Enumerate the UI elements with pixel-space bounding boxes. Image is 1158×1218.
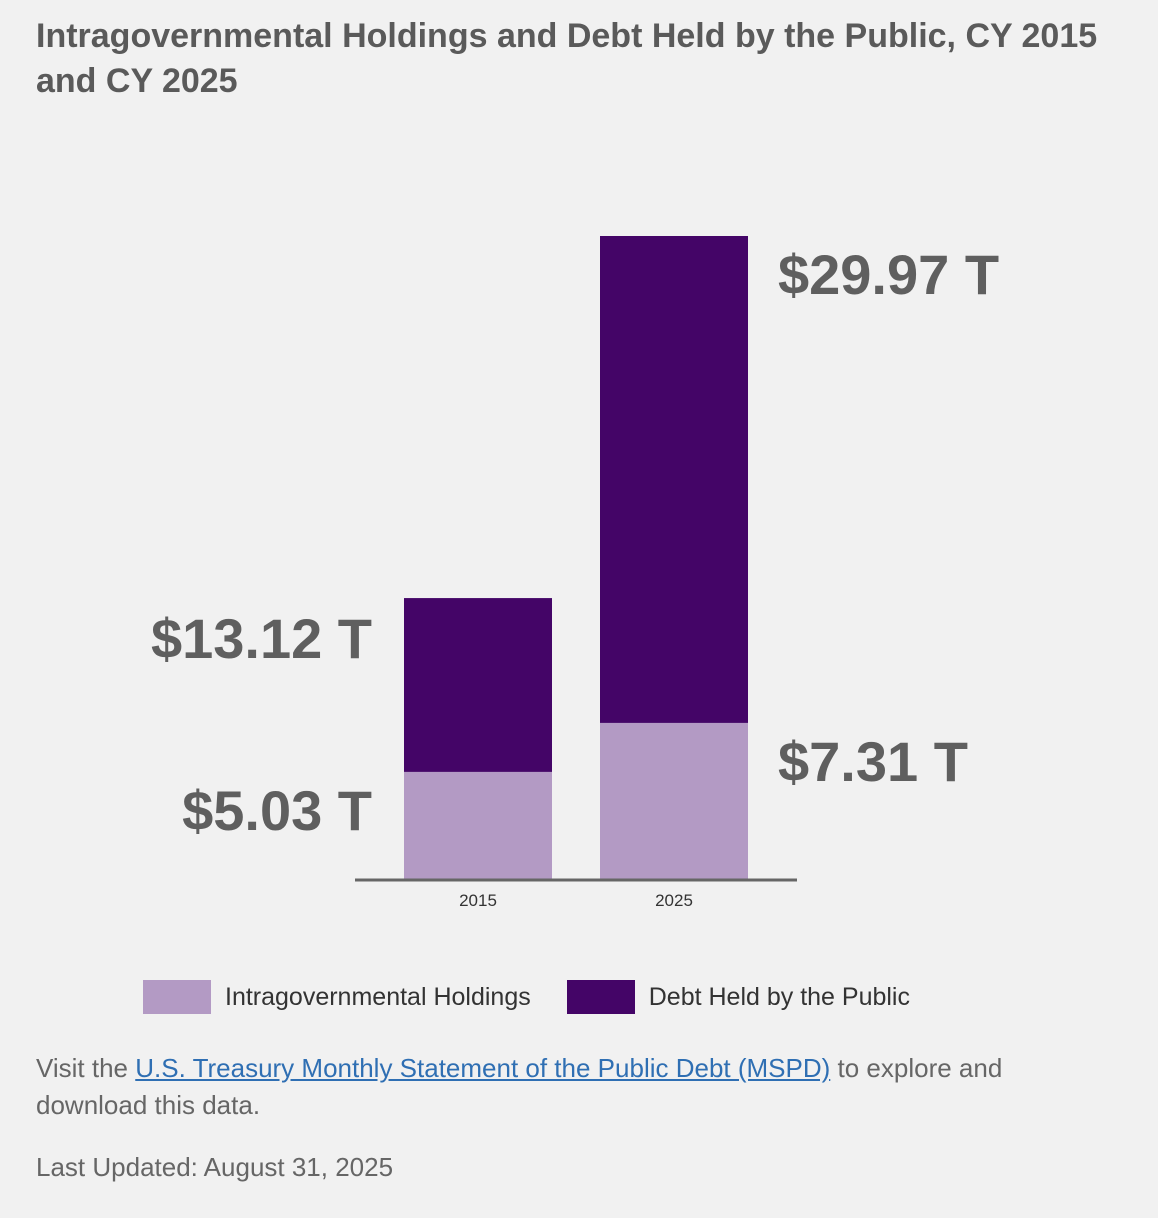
last-updated: Last Updated: August 31, 2025 — [36, 1152, 394, 1182]
stacked-bar-chart: 2015 $13.12 T $5.03 T 2025 $29.97 T $7.31 T — [151, 236, 999, 910]
footer-note: Visit the U.S. Treasury Monthly Statemen… — [36, 1050, 1116, 1124]
bar-public-2015 — [404, 598, 552, 772]
intragovernmental-label-2015: $5.03 T — [182, 779, 372, 842]
x-tick-label-2025: 2025 — [655, 891, 693, 910]
bar-intragovernmental-2025 — [600, 722, 748, 880]
legend-item-intragovernmental[interactable]: Intragovernmental Holdings — [143, 980, 531, 1014]
intragovernmental-label-2025: $7.31 T — [778, 730, 968, 793]
total-label-2015: $13.12 T — [151, 607, 372, 670]
bar-public-2025 — [600, 236, 748, 723]
footer-prefix: Visit the — [36, 1053, 136, 1083]
legend-swatch-public — [566, 980, 635, 1014]
mspd-link[interactable]: U.S. Treasury Monthly Statement of the P… — [135, 1053, 831, 1083]
legend-label-intragovernmental: Intragovernmental Holdings — [225, 982, 531, 1011]
chart-title: Intragovernmental Holdings and Debt Held… — [36, 17, 1098, 100]
x-tick-label-2015: 2015 — [459, 891, 497, 910]
bar-intragovernmental-2015 — [404, 771, 552, 880]
footer-suffix: to explore and download this data. — [36, 1053, 1003, 1120]
legend-item-public[interactable]: Debt Held by the Public — [566, 980, 910, 1014]
legend-label-public: Debt Held by the Public — [648, 982, 910, 1011]
total-label-2025: $29.97 T — [778, 243, 999, 306]
legend: Intragovernmental Holdings Debt Held by … — [143, 980, 946, 1014]
legend-swatch-intragovernmental — [143, 980, 211, 1014]
